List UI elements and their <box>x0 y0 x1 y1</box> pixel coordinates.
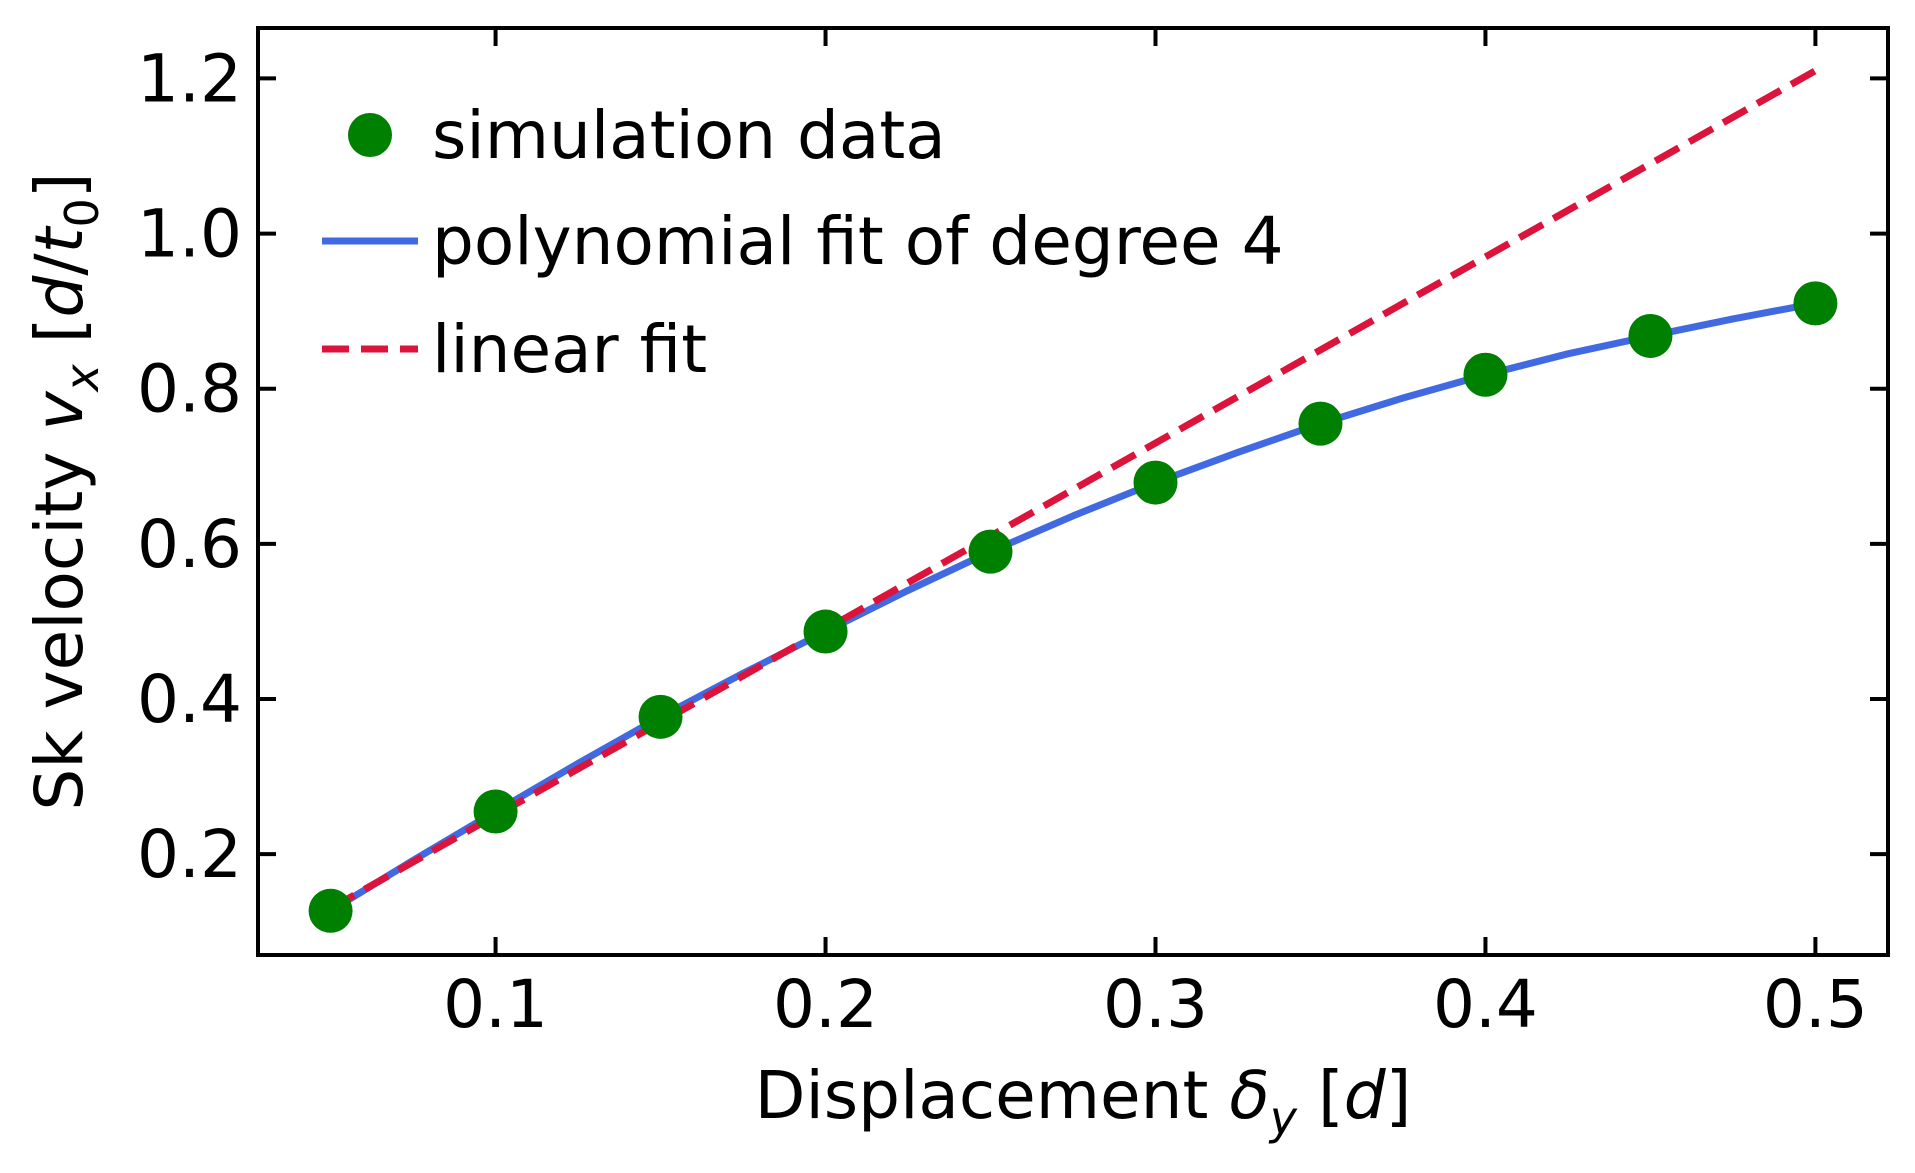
y-tick-label: 0.6 <box>137 506 242 583</box>
legend-label: linear fit <box>432 311 707 388</box>
x-tick-label: 0.5 <box>1763 966 1868 1043</box>
legend-marker-simulation-data <box>348 113 392 157</box>
x-tick-label: 0.2 <box>773 966 878 1043</box>
y-axis-title: Sk velocity vx [d/t0] <box>21 172 109 810</box>
x-tick-label: 0.1 <box>443 966 548 1043</box>
y-tick-label: 0.8 <box>137 351 242 428</box>
simulation-data-point <box>1628 313 1673 358</box>
linear-fit-line <box>328 67 1818 912</box>
legend: simulation data polynomial fit of degree … <box>322 97 1284 388</box>
x-axis-title: Displacement δy [d] <box>755 1057 1412 1145</box>
simulation-data-point <box>803 609 848 654</box>
simulation-data-point <box>1298 401 1343 446</box>
simulation-data-point <box>1463 352 1508 397</box>
simulation-data-point <box>308 888 353 933</box>
y-tick-label: 1.0 <box>137 196 242 273</box>
simulation-data-point <box>473 789 518 834</box>
plot-frame <box>256 26 1890 957</box>
simulation-data-point <box>1133 460 1178 505</box>
simulation-data-point <box>1793 281 1838 326</box>
x-tick-label: 0.3 <box>1103 966 1208 1043</box>
y-tick-label: 0.4 <box>137 661 242 738</box>
plot-content <box>308 67 1838 933</box>
legend-label: simulation data <box>432 97 946 174</box>
legend-label: polynomial fit of degree 4 <box>432 203 1284 280</box>
ticks: 0.1 0.2 0.3 0.4 0.5 0.2 0.4 0.6 0.8 1.0 1.2 <box>137 28 1888 1043</box>
simulation-data-point <box>638 694 683 739</box>
y-tick-label: 0.2 <box>137 816 242 893</box>
polynomial-fit-line <box>328 299 1817 914</box>
simulation-data-point <box>968 529 1013 574</box>
x-tick-label: 0.4 <box>1433 966 1538 1043</box>
y-tick-label: 1.2 <box>137 40 242 117</box>
